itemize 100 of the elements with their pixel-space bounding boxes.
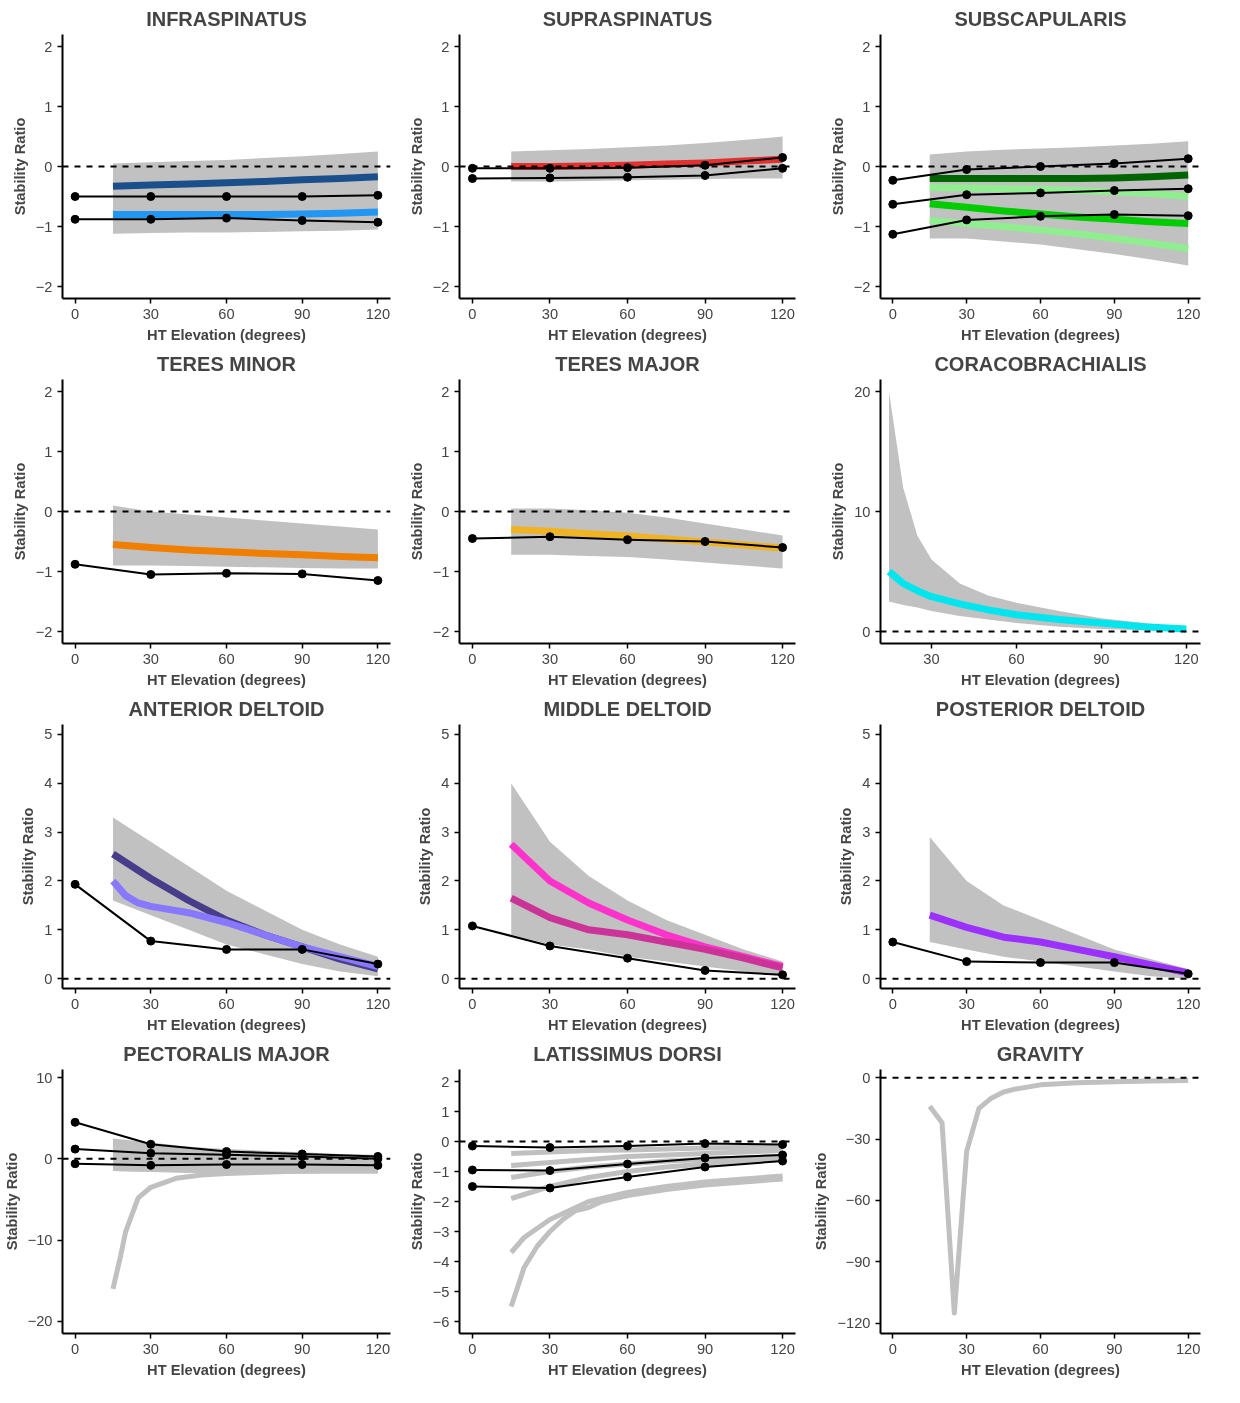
chart-title: ANTERIOR DELTOID	[128, 697, 325, 720]
x-tick-label: 0	[71, 995, 80, 1012]
y-tick-label: 1	[441, 443, 450, 460]
y-axis-title: Stability Ratio	[408, 117, 425, 216]
y-tick-label: 20	[854, 383, 871, 400]
y-tick-label: −20	[27, 1313, 53, 1330]
y-tick-label: 1	[44, 443, 53, 460]
x-tick-label: 90	[1106, 305, 1123, 322]
y-tick-label: 10	[36, 1069, 53, 1086]
y-tick-label: −1	[432, 563, 450, 580]
y-tick-label: 2	[862, 38, 871, 55]
x-tick-label: 30	[142, 995, 159, 1012]
y-tick-label: −30	[845, 1131, 871, 1148]
y-tick-label: 0	[441, 970, 450, 987]
x-axis-title: HT Elevation (degrees)	[961, 326, 1121, 343]
x-tick-label: 120	[1174, 650, 1199, 667]
y-tick-label: 2	[441, 383, 450, 400]
y-tick-label: 10	[854, 503, 871, 520]
y-axis-title: Stability Ratio	[11, 117, 28, 216]
y-axis-title: Stability Ratio	[813, 1152, 830, 1251]
y-tick-label: 3	[44, 824, 53, 841]
y-tick-label: 2	[44, 38, 53, 55]
y-tick-label: 1	[441, 98, 450, 115]
y-tick-label: 1	[441, 1103, 450, 1120]
x-tick-label: 120	[365, 1340, 391, 1357]
y-tick-label: 5	[441, 726, 450, 743]
y-tick-label: 2	[44, 872, 53, 889]
y-axis-title: Stability Ratio	[20, 807, 37, 906]
y-tick-label: 0	[441, 1133, 450, 1150]
x-tick-label: 120	[770, 995, 795, 1012]
y-tick-label: 2	[441, 1073, 450, 1090]
x-tick-label: 120	[770, 1340, 795, 1357]
x-axis-title: HT Elevation (degrees)	[548, 1361, 708, 1378]
y-tick-label: −1	[853, 218, 871, 235]
x-tick-label: 90	[1106, 1340, 1123, 1357]
x-tick-label: 120	[1175, 305, 1201, 322]
chart-title: CORACOBRACHIALIS	[934, 352, 1147, 375]
x-tick-label: 60	[218, 650, 235, 667]
y-tick-label: 2	[862, 872, 871, 889]
x-axis-title: HT Elevation (degrees)	[961, 1361, 1121, 1378]
x-axis-title: HT Elevation (degrees)	[147, 671, 307, 688]
x-tick-label: 90	[1106, 995, 1123, 1012]
chart-title: TERES MINOR	[157, 352, 297, 375]
chart-title: TERES MAJOR	[555, 352, 701, 375]
x-tick-label: 90	[696, 1340, 714, 1357]
x-tick-label: 60	[218, 995, 235, 1012]
y-tick-label: 0	[44, 970, 53, 987]
x-tick-label: 120	[770, 650, 795, 667]
x-tick-label: 120	[1175, 1340, 1201, 1357]
x-tick-label: 0	[71, 650, 80, 667]
x-tick-label: 60	[1032, 305, 1049, 322]
y-axis-title: Stability Ratio	[838, 807, 855, 906]
x-tick-label: 0	[468, 1340, 477, 1357]
y-tick-label: 4	[44, 775, 53, 792]
x-tick-label: 60	[1008, 650, 1025, 667]
y-axis-title: Stability Ratio	[417, 807, 434, 906]
x-tick-label: 30	[958, 995, 975, 1012]
y-tick-label: 4	[441, 775, 450, 792]
y-tick-label: 1	[862, 98, 871, 115]
chart-title: POSTERIOR DELTOID	[935, 697, 1146, 720]
x-tick-label: 90	[294, 995, 311, 1012]
y-tick-label: 1	[862, 921, 871, 938]
y-tick-label: −1	[432, 218, 450, 235]
y-tick-label: 0	[862, 1069, 871, 1086]
y-axis-title: Stability Ratio	[829, 117, 846, 216]
x-tick-label: 30	[142, 1340, 159, 1357]
x-tick-label: 120	[770, 305, 795, 322]
x-tick-label: 30	[541, 650, 559, 667]
x-tick-label: 60	[218, 305, 235, 322]
y-tick-label: 0	[862, 970, 871, 987]
x-tick-label: 120	[1175, 995, 1201, 1012]
x-tick-label: 0	[888, 305, 897, 322]
x-tick-label: 60	[1032, 1340, 1049, 1357]
x-tick-label: 60	[218, 1340, 235, 1357]
x-tick-label: 30	[958, 305, 975, 322]
x-tick-label: 120	[365, 650, 391, 667]
x-tick-label: 0	[888, 995, 897, 1012]
y-tick-label: 0	[862, 623, 871, 640]
y-axis-title: Stability Ratio	[408, 462, 425, 561]
x-tick-label: 120	[365, 995, 391, 1012]
y-tick-label: −4	[432, 1253, 450, 1270]
y-tick-label: −5	[432, 1283, 450, 1300]
y-tick-label: −90	[845, 1253, 871, 1270]
y-tick-label: −1	[35, 563, 53, 580]
y-tick-label: −60	[845, 1192, 871, 1209]
y-tick-label: 0	[44, 1150, 53, 1167]
x-tick-label: 30	[541, 1340, 559, 1357]
y-tick-label: 0	[441, 503, 450, 520]
x-tick-label: 90	[1093, 650, 1110, 667]
x-tick-label: 30	[958, 1340, 975, 1357]
y-tick-label: −2	[432, 278, 450, 295]
y-tick-label: 2	[441, 38, 450, 55]
x-axis-title: HT Elevation (degrees)	[147, 326, 307, 343]
chart-title: SUBSCAPULARIS	[954, 7, 1127, 30]
y-axis-title: Stability Ratio	[11, 462, 28, 561]
x-tick-label: 30	[541, 305, 559, 322]
x-tick-label: 90	[696, 305, 714, 322]
y-tick-label: −3	[432, 1223, 450, 1240]
y-tick-label: 1	[441, 921, 450, 938]
y-tick-label: 1	[44, 98, 53, 115]
